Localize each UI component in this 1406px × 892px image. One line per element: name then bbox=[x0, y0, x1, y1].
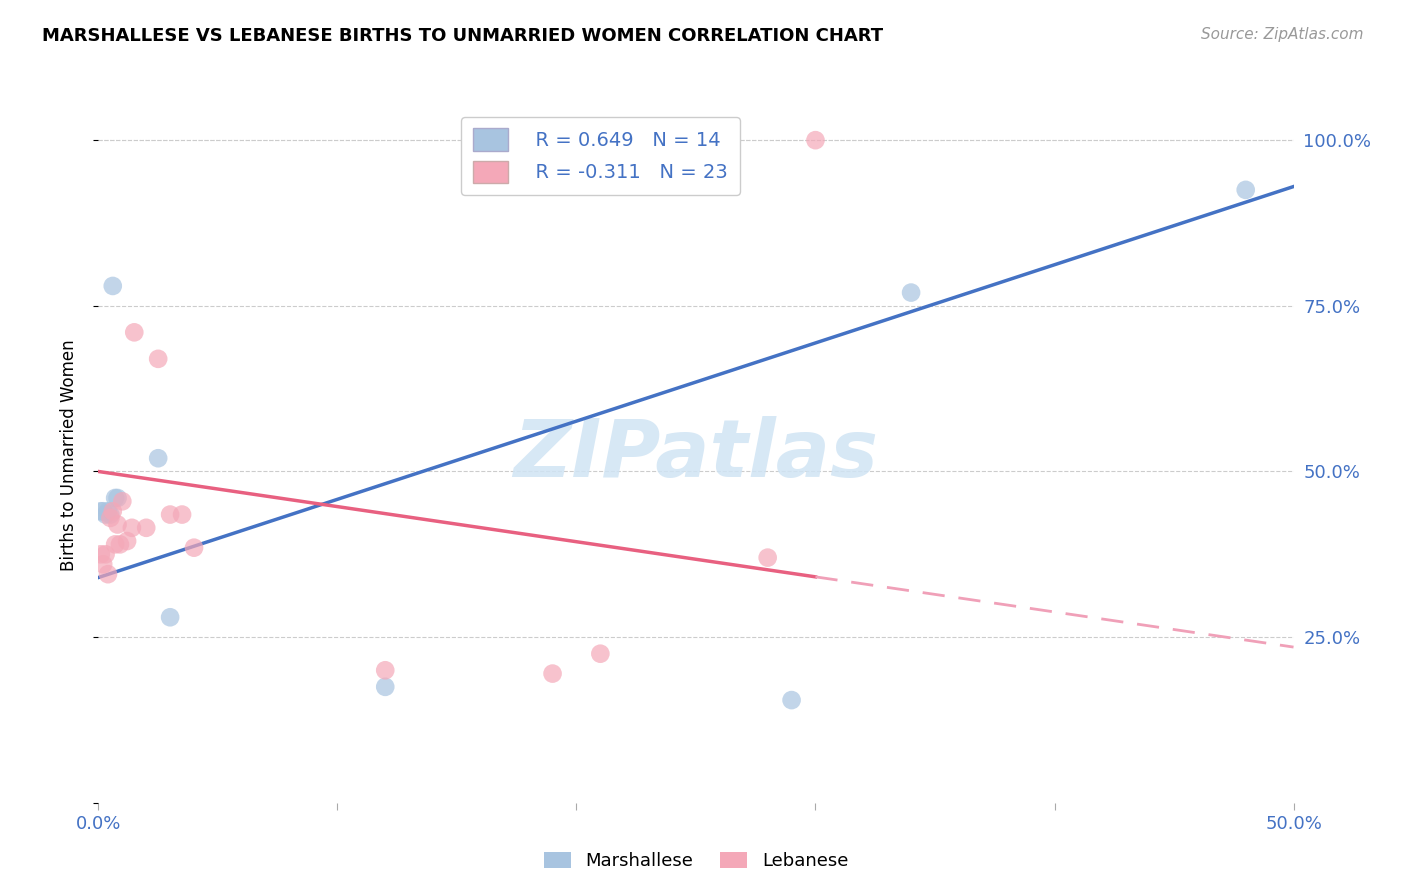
Point bbox=[159, 610, 181, 624]
Point bbox=[101, 279, 124, 293]
Text: ZIPatlas: ZIPatlas bbox=[513, 416, 879, 494]
Legend: Marshallese, Lebanese: Marshallese, Lebanese bbox=[537, 845, 855, 877]
Point bbox=[135, 521, 157, 535]
Point bbox=[374, 663, 396, 677]
Y-axis label: Births to Unmarried Women: Births to Unmarried Women bbox=[59, 339, 77, 571]
Point bbox=[98, 511, 122, 525]
Point bbox=[121, 521, 143, 535]
Point bbox=[183, 541, 205, 555]
Point bbox=[90, 504, 112, 518]
Point bbox=[104, 537, 127, 551]
Point bbox=[97, 504, 120, 518]
Point bbox=[124, 326, 146, 340]
Point bbox=[91, 558, 114, 572]
Point bbox=[900, 285, 922, 300]
Point bbox=[756, 550, 779, 565]
Point bbox=[101, 504, 124, 518]
Point bbox=[148, 351, 170, 366]
Point bbox=[94, 547, 117, 561]
Point bbox=[107, 491, 129, 505]
Point bbox=[94, 508, 117, 522]
Point bbox=[98, 508, 122, 522]
Point bbox=[90, 547, 112, 561]
Point bbox=[780, 693, 803, 707]
Text: MARSHALLESE VS LEBANESE BIRTHS TO UNMARRIED WOMEN CORRELATION CHART: MARSHALLESE VS LEBANESE BIRTHS TO UNMARR… bbox=[42, 27, 883, 45]
Point bbox=[97, 567, 120, 582]
Point bbox=[108, 537, 131, 551]
Text: Source: ZipAtlas.com: Source: ZipAtlas.com bbox=[1201, 27, 1364, 42]
Point bbox=[91, 504, 114, 518]
Point bbox=[115, 534, 138, 549]
Point bbox=[111, 494, 134, 508]
Point bbox=[589, 647, 612, 661]
Point bbox=[159, 508, 181, 522]
Point bbox=[172, 508, 194, 522]
Point bbox=[374, 680, 396, 694]
Point bbox=[541, 666, 564, 681]
Point bbox=[107, 517, 129, 532]
Point bbox=[1234, 183, 1257, 197]
Point bbox=[104, 491, 127, 505]
Point bbox=[148, 451, 170, 466]
Point bbox=[804, 133, 827, 147]
